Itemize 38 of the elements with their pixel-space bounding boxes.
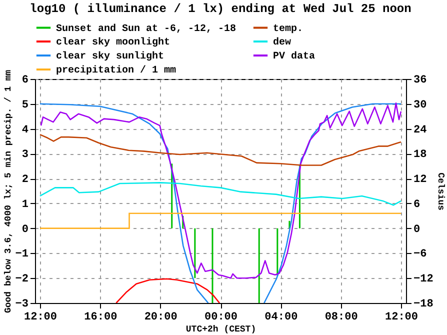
y-tick-label: 3 [22, 149, 29, 162]
x-tick-label: 16:00 [84, 312, 118, 324]
y2-tick-label: −18 [414, 298, 434, 310]
legend-label: clear sky moonlight [56, 36, 170, 48]
legend-label: precipitation / 1 mm [56, 64, 176, 76]
y2-tick-label: −6 [414, 248, 427, 261]
x-axis-title: UTC+2h (CEST) [186, 324, 256, 334]
y2-tick-label: 0 [414, 224, 420, 236]
y-tick-label: 4 [22, 124, 29, 136]
legend-label: dew [273, 36, 292, 48]
legend-label: Sunset and Sun at -6, -12, -18 [56, 22, 236, 35]
x-tick-label: 08:00 [324, 312, 358, 324]
y2-tick-label: 18 [414, 149, 428, 162]
y2-tick-label: 6 [414, 198, 420, 211]
legend-label: PV data [273, 50, 316, 62]
legend-label: temp. [273, 24, 304, 35]
y-tick-label: 1 [22, 198, 29, 211]
x-tick-label: 00:00 [204, 312, 238, 324]
y-tick-label: −3 [15, 298, 29, 310]
legend-label: clear sky sunlight [56, 50, 164, 62]
y2-tick-label: 30 [414, 99, 427, 112]
y-tick-label: 0 [22, 224, 28, 236]
x-tick-label: 12:00 [384, 312, 418, 324]
x-tick-label: 04:00 [264, 312, 298, 324]
x-tick-label: 20:00 [144, 312, 178, 324]
y-tick-label: −2 [15, 274, 28, 286]
y2-axis-title: Celsius [435, 172, 446, 210]
y2-tick-label: 36 [414, 74, 427, 86]
x-tick-label: 12:00 [24, 312, 58, 324]
y2-tick-label: 24 [414, 124, 428, 136]
y-tick-label: 2 [22, 174, 28, 186]
y-tick-label: 5 [22, 99, 29, 112]
y-axis-title: Good below 3.6, 4000 lx; 5 min precip. / 1 mm [3, 69, 14, 314]
y2-tick-label: 12 [414, 174, 427, 186]
chart-title: log10 ( illuminance / 1 lx) ending at Wed Jul 25 noon [30, 2, 412, 16]
y2-tick-label: −12 [414, 274, 434, 286]
y-tick-label: −1 [15, 248, 29, 261]
y-tick-label: 6 [22, 74, 28, 86]
